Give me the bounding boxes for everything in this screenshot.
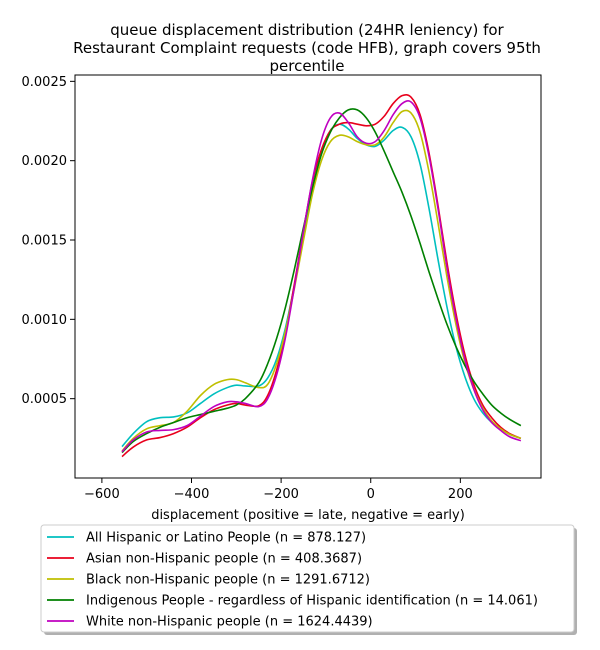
x-axis-label: displacement (positive = late, negative … <box>151 508 465 523</box>
legend-entry: Asian non-Hispanic people (n = 408.3687) <box>86 552 362 567</box>
chart-title-line: queue displacement distribution (24HR le… <box>110 21 504 39</box>
chart-title-line: Restaurant Complaint requests (code HFB)… <box>73 39 541 57</box>
legend-entry: Black non-Hispanic people (n = 1291.6712… <box>86 573 370 588</box>
x-axis-ticks: −600 −400 −200 0 200 <box>84 478 473 502</box>
x-tick-label: −200 <box>263 487 299 502</box>
y-tick-label: 0.0015 <box>22 234 68 249</box>
y-tick-label: 0.0005 <box>22 392 68 407</box>
legend: All Hispanic or Latino People (n = 878.1… <box>40 524 577 635</box>
y-axis-ticks: 0.0005 0.0010 0.0015 0.0020 0.0025 <box>22 75 75 407</box>
x-tick-label: 200 <box>448 487 473 502</box>
plot-area-frame <box>74 74 542 479</box>
legend-entry: White non-Hispanic people (n = 1624.4439… <box>86 615 373 630</box>
legend-entry: All Hispanic or Latino People (n = 878.1… <box>86 531 366 546</box>
legend-entry: Indigenous People - regardless of Hispan… <box>86 594 538 609</box>
legend-box <box>40 524 575 633</box>
series-line <box>121 100 522 453</box>
chart-title: queue displacement distribution (24HR le… <box>73 21 541 75</box>
series-line <box>121 123 522 448</box>
series-line <box>121 109 522 452</box>
series-line <box>121 108 522 454</box>
y-tick-label: 0.0010 <box>22 313 68 328</box>
x-tick-label: −600 <box>84 487 120 502</box>
series-line <box>121 94 522 458</box>
series-lines <box>121 94 522 458</box>
y-tick-label: 0.0025 <box>22 75 68 90</box>
x-tick-label: 0 <box>367 487 375 502</box>
x-tick-label: −400 <box>174 487 210 502</box>
y-tick-label: 0.0020 <box>22 154 68 169</box>
chart-title-line: percentile <box>269 57 344 75</box>
